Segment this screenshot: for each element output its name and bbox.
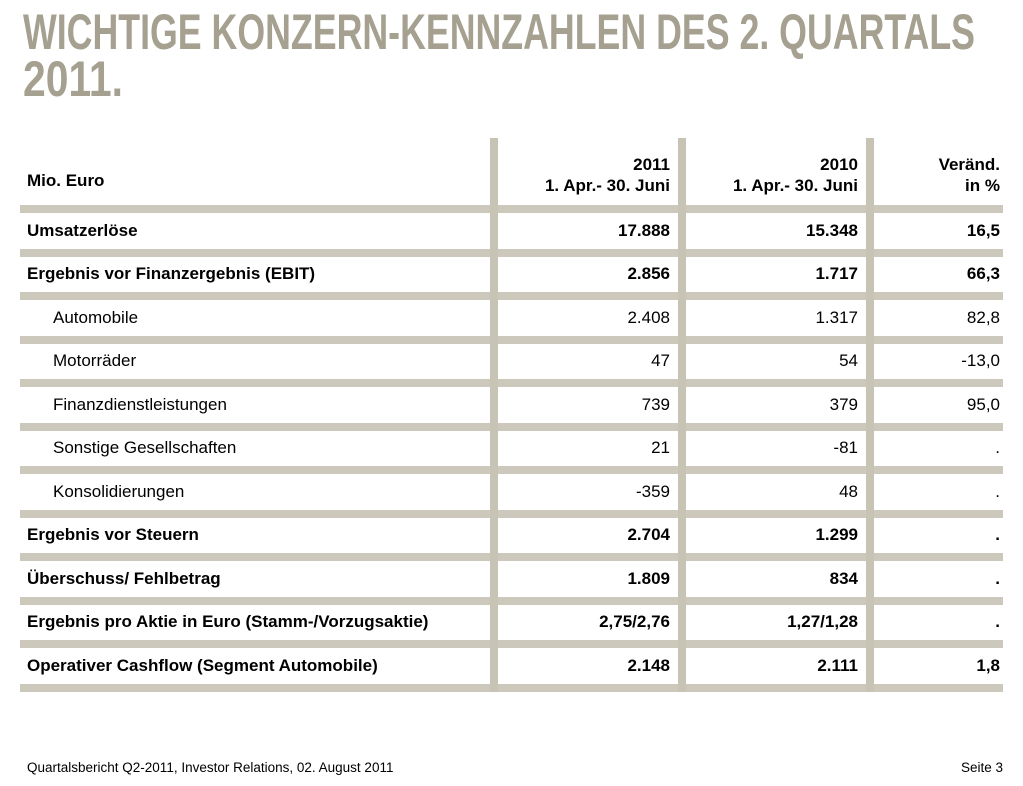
row-divider [20, 553, 1003, 561]
table-row-finanzdienstleistungen: Finanzdienstleistungen 739 379 95,0 [20, 387, 1003, 423]
column-year: 2010 [820, 155, 858, 174]
table-row-motorraeder: Motorräder 47 54 -13,0 [20, 344, 1003, 380]
value-change: 95,0 [966, 394, 1000, 414]
kpi-table: Mio. Euro 2011 1. Apr.- 30. Juni 2010 1. A… [20, 138, 1003, 692]
table-row-sonstige-gesellschaften: Sonstige Gesellschaften 21 -81 . [20, 431, 1003, 467]
column-year: Veränd. [938, 155, 1000, 174]
row-divider [20, 466, 1003, 474]
value-change: . [995, 568, 1000, 588]
value-change: . [995, 612, 1000, 632]
unit-label: Mio. Euro [27, 171, 105, 190]
column-period: 1. Apr.- 30. Juni [544, 176, 670, 195]
value-2011: 2.704 [627, 525, 670, 545]
table-row-umsatzerloese: Umsatzerlöse 17.888 15.348 16,5 [20, 213, 1003, 249]
row-divider [20, 509, 1003, 518]
table-row-konsolidierungen: Konsolidierungen -359 48 . [20, 474, 1003, 510]
value-2011: 2,75/2,76 [599, 612, 670, 632]
footer-source-text: Quartalsbericht Q2-2011, Investor Relati… [27, 760, 394, 775]
row-label: Automobile [53, 307, 139, 327]
column-header-2010: 2010 1. Apr.- 30. Juni [686, 154, 874, 205]
table-row-ueberschuss-fehlbetrag: Überschuss/ Fehlbetrag 1.809 834 . [20, 561, 1003, 597]
footer-page-number: Seite 3 [960, 760, 1003, 775]
row-label: Sonstige Gesellschaften [53, 438, 237, 458]
row-divider [20, 292, 1003, 300]
value-change: . [995, 525, 1000, 545]
page-title-line2: 2011. [23, 51, 123, 107]
value-2010: 54 [839, 351, 858, 371]
value-2010: 834 [829, 568, 858, 588]
page-title: WICHTIGE KONZERN-KENNZAHLEN DES 2. QUART… [23, 4, 975, 107]
page-title-line1: WICHTIGE KONZERN-KENNZAHLEN DES 2. QUART… [23, 4, 975, 60]
value-2011: 739 [641, 394, 670, 414]
value-change: 1,8 [976, 655, 1000, 675]
row-label: Finanzdienstleistungen [53, 394, 227, 414]
column-header-change: Veränd. in % [874, 154, 1003, 205]
value-change: 82,8 [966, 307, 1000, 327]
value-2011: 2.148 [627, 655, 670, 675]
row-label: Ergebnis vor Steuern [27, 525, 199, 545]
value-2011: 1.809 [627, 568, 670, 588]
value-2010: 379 [829, 394, 858, 414]
row-divider [20, 422, 1003, 431]
value-2010: 48 [839, 481, 858, 501]
value-2010: 1.717 [815, 264, 858, 284]
value-2011: 2.856 [627, 264, 670, 284]
value-2010: 2.111 [817, 655, 858, 675]
table-row-ergebnis-vor-steuern: Ergebnis vor Steuern 2.704 1.299 . [20, 518, 1003, 554]
value-2011: 17.888 [618, 220, 670, 240]
table-row-operativer-cashflow: Operativer Cashflow (Segment Automobile)… [20, 648, 1003, 684]
column-divider-3 [866, 138, 874, 692]
value-change: . [995, 481, 1000, 501]
row-divider [20, 683, 1003, 692]
row-label: Überschuss/ Fehlbetrag [27, 568, 221, 588]
row-label: Ergebnis pro Aktie in Euro (Stamm-/Vorzu… [27, 612, 429, 632]
row-divider [20, 596, 1003, 605]
column-header-2011: 2011 1. Apr.- 30. Juni [498, 154, 686, 205]
table-row-ergebnis-pro-aktie: Ergebnis pro Aktie in Euro (Stamm-/Vorzu… [20, 605, 1003, 641]
value-2011: 21 [651, 438, 670, 458]
row-divider [20, 640, 1003, 648]
row-label: Operativer Cashflow (Segment Automobile) [27, 655, 378, 675]
value-2010: -81 [833, 438, 858, 458]
column-period: in % [965, 176, 1000, 195]
value-2011: -359 [635, 481, 670, 501]
column-period: 1. Apr.- 30. Juni [732, 176, 858, 195]
value-change: 16,5 [966, 220, 1000, 240]
row-divider [20, 335, 1003, 344]
page-footer: Quartalsbericht Q2-2011, Investor Relati… [27, 760, 1003, 775]
column-year: 2011 [633, 155, 670, 174]
row-label: Konsolidierungen [53, 481, 185, 501]
value-2011: 2.408 [627, 307, 670, 327]
value-change: 66,3 [966, 264, 1000, 284]
row-divider [20, 248, 1003, 257]
column-divider-2 [678, 138, 686, 692]
row-label: Ergebnis vor Finanzergebnis (EBIT) [27, 264, 316, 284]
value-2010: 1,27/1,28 [787, 612, 858, 632]
table-header-row: Mio. Euro 2011 1. Apr.- 30. Juni 2010 1. A… [20, 138, 1003, 205]
row-label: Motorräder [53, 351, 137, 371]
value-2010: 1.317 [815, 307, 858, 327]
row-label: Umsatzerlöse [27, 220, 138, 240]
row-divider [20, 379, 1003, 387]
value-2010: 1.299 [815, 525, 858, 545]
table-row-automobile: Automobile 2.408 1.317 82,8 [20, 300, 1003, 336]
value-change: . [995, 438, 1000, 458]
column-divider-1 [490, 138, 498, 692]
table-row-ebit: Ergebnis vor Finanzergebnis (EBIT) 2.856… [20, 257, 1003, 293]
value-2010: 15.348 [806, 220, 858, 240]
row-divider [20, 205, 1003, 213]
value-change: -13,0 [961, 351, 1000, 371]
value-2011: 47 [651, 351, 670, 371]
